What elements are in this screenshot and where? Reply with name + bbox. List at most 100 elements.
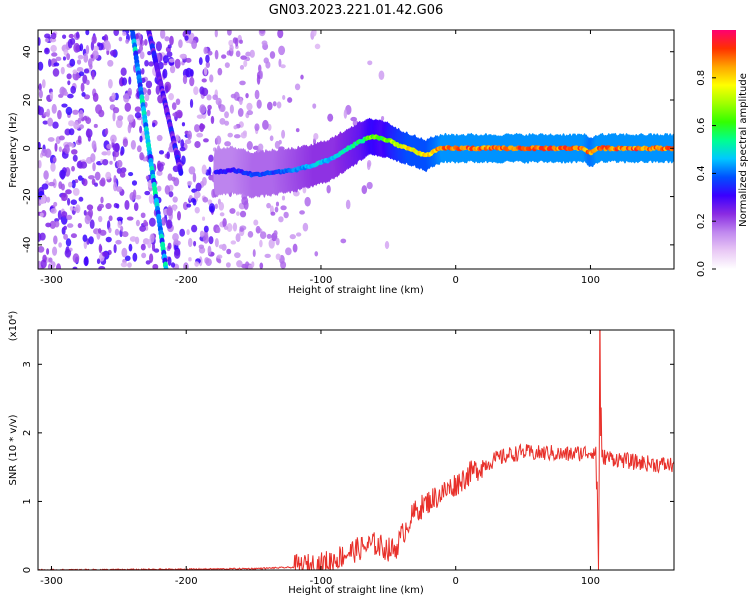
- spectrogram-noise-cell: [194, 141, 201, 149]
- spectrogram-noise-cell: [166, 207, 173, 217]
- spectrogram-noise-cell: [205, 61, 210, 68]
- spectrogram-noise-cell: [188, 166, 196, 175]
- spectrogram-noise-cell: [166, 151, 171, 160]
- spectrogram-noise-cell: [302, 222, 309, 232]
- snr-panel: -300 -200 -100 0 100 0 1 2 3 Height of straight…: [8, 311, 675, 596]
- spectrogram-noise-cell: [230, 240, 237, 245]
- snr-y-tick-label: 0: [22, 567, 33, 573]
- spectrogram-noise-cell: [222, 217, 227, 228]
- snr-y-ticks: 0 1 2 3: [22, 361, 674, 573]
- spectrogram-noise-cell: [98, 203, 104, 209]
- spectrogram-noise-cell: [248, 264, 253, 269]
- spectrogram-noise-cell: [239, 227, 244, 232]
- spectrogram-noise-cell: [124, 255, 131, 262]
- spectrogram-noise-cell: [105, 236, 112, 243]
- spectrogram-noise-cell: [261, 40, 268, 46]
- spectrogram-noise-cell: [185, 57, 192, 63]
- spectrogram-noise-cell: [209, 74, 214, 83]
- spectrogram-noise-cell: [112, 106, 120, 114]
- spectrogram-noise-cell: [224, 141, 231, 147]
- spectrogram-noise-cell: [66, 198, 71, 206]
- spectrogram-noise-cell: [68, 120, 75, 127]
- spectrogram-noise-cell: [152, 122, 156, 128]
- snr-x-tick-label: -300: [40, 576, 63, 587]
- spectrogram-noise-cell: [108, 227, 112, 234]
- spectrogram-noise-cell: [239, 80, 246, 86]
- spectrogram-noise-cell: [164, 185, 171, 195]
- spectrogram-noise-cell: [256, 74, 261, 85]
- spectrogram-noise-cell: [119, 171, 126, 178]
- spectrogram-noise-cell: [167, 256, 172, 266]
- spectrogram-noise-cell: [246, 102, 253, 111]
- snr-frame: [37, 329, 675, 571]
- spectrogram-noise-cell: [135, 219, 140, 227]
- spectrogram-noise-cell: [49, 220, 56, 229]
- spectrogram-noise-cell: [108, 215, 113, 222]
- spectrogram-noise-cell: [114, 228, 120, 236]
- spectrogram-noise-cell: [147, 88, 152, 96]
- spectrogram-noise-cell: [240, 55, 247, 60]
- spectrogram-noise-cell: [72, 187, 80, 196]
- spectrogram-noise-cell: [161, 217, 167, 226]
- spectrogram-noise-cell: [128, 243, 133, 252]
- spectrogram-noise-cell: [105, 202, 112, 210]
- spectrogram-x-tick-label: -200: [175, 275, 198, 286]
- spectrogram-noise-cell: [107, 78, 113, 89]
- spectrogram-noise-cell: [217, 67, 223, 76]
- spectrogram-noise-cell: [270, 211, 276, 216]
- spectrogram-y-tick-label: 40: [22, 45, 33, 58]
- spectrogram-noise-cell: [94, 182, 98, 187]
- spectrogram-noise-cell: [68, 128, 75, 136]
- spectrogram-noise-cell: [79, 43, 84, 52]
- spectrogram-noise-cell: [206, 94, 212, 101]
- spectrogram-noise-cell: [194, 124, 200, 133]
- spectrogram-noise-cell: [194, 206, 200, 214]
- spectrogram-noise-cell: [122, 138, 128, 148]
- spectrogram-noise-cell: [215, 226, 221, 234]
- spectrogram-noise-cell: [129, 236, 137, 242]
- spectrogram-noise-cell: [97, 42, 104, 51]
- spectrogram-noise-cell: [236, 260, 243, 268]
- spectrogram-noise-cell: [221, 54, 227, 59]
- colorbar-tick-label: 0.6: [696, 118, 707, 134]
- spectrogram-noise-cell: [65, 106, 73, 116]
- spectrogram-noise-cell: [93, 123, 98, 128]
- spectrogram-noise-cell: [179, 53, 186, 59]
- spectrogram-noise-cell: [259, 239, 263, 248]
- spectrogram-noise-cell: [167, 242, 172, 250]
- spectrogram-noise-cell: [214, 30, 218, 38]
- spectrogram-noise-cell: [193, 240, 197, 247]
- spectrogram-noise-cell: [228, 39, 234, 47]
- spectrogram-noise-cell: [253, 219, 259, 226]
- spectrogram-noise-cell: [259, 70, 263, 80]
- spectrogram-noise-cell: [179, 228, 186, 237]
- spectrogram-noise-cell: [125, 39, 130, 44]
- spectrogram-noise-cell: [280, 205, 287, 211]
- spectrogram-noise-cell: [268, 238, 275, 249]
- spectrogram-noise-cell: [58, 181, 63, 190]
- spectrogram-noise-cell: [65, 189, 72, 195]
- spectrogram-y-tick-label: 20: [22, 94, 33, 107]
- spectrogram-noise-cell: [191, 224, 198, 233]
- spectrogram-noise-cell: [292, 243, 298, 253]
- spectrogram-noise-cell: [172, 196, 178, 203]
- spectrogram-noise-cell: [127, 114, 135, 123]
- spectrogram-noise-cell: [69, 206, 74, 211]
- spectrogram-noise-cell: [179, 146, 186, 152]
- spectrogram-noise-cell: [47, 117, 54, 127]
- spectrogram-noise-cell: [208, 203, 216, 213]
- spectrogram-noise-cell: [134, 112, 142, 119]
- spectrogram-noise-cell: [78, 196, 84, 202]
- colorbar-tick-label: 0.8: [696, 70, 707, 86]
- spectrogram-noise-cell: [51, 246, 58, 256]
- spectrogram-noise-cell: [256, 99, 262, 109]
- spectrogram-noise-cell: [192, 198, 197, 206]
- colorbar: 0.0 0.2 0.4 0.6 0.8 Normalized spectral ampl…: [696, 30, 749, 277]
- spectrogram-x-tick-label: -300: [40, 275, 63, 286]
- spectrogram-noise-cell: [107, 59, 114, 67]
- spectrogram-noise-cell: [281, 195, 286, 201]
- spectrogram-noise-cell: [361, 185, 368, 195]
- colorbar-gradient: [712, 30, 736, 269]
- spectrogram-noise-cell: [44, 37, 49, 43]
- spectrogram-noise-cell: [91, 70, 95, 80]
